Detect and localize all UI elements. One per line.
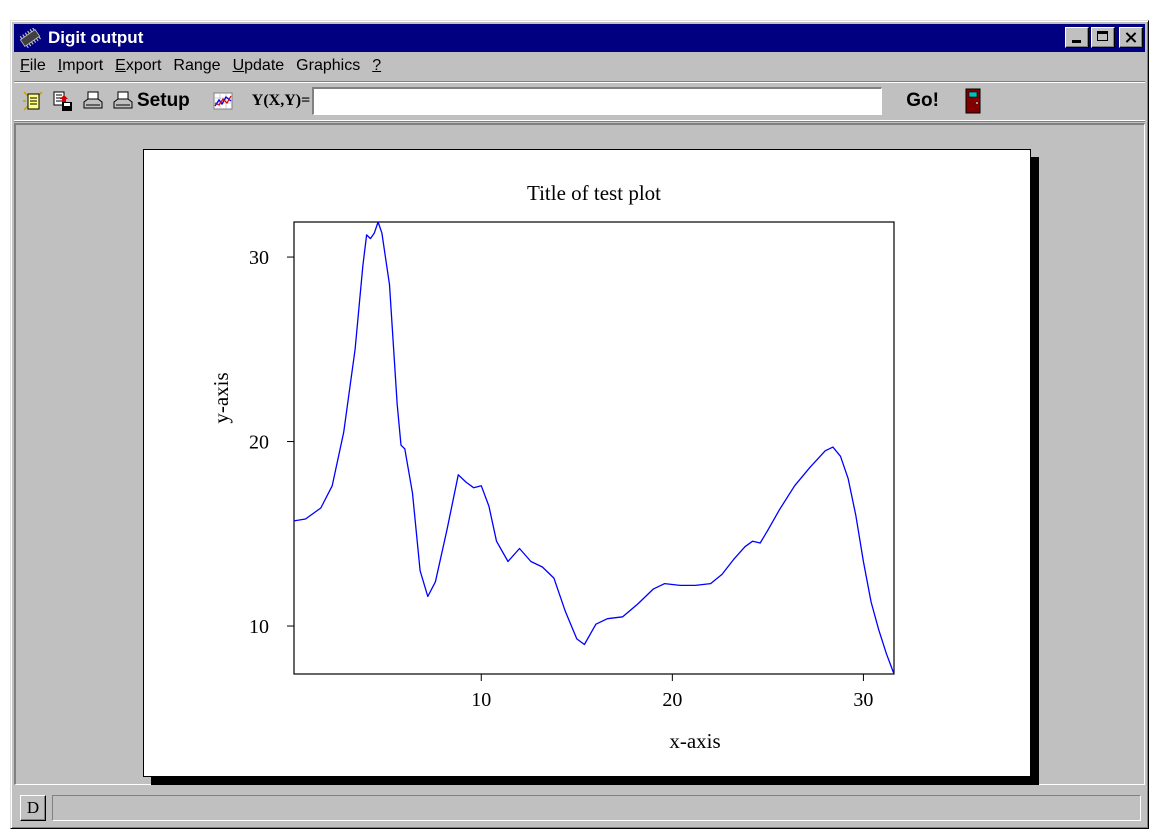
- go-button[interactable]: Go!: [906, 90, 939, 111]
- exit-door-icon[interactable]: [965, 88, 981, 114]
- window-title: Digit output: [48, 28, 144, 47]
- print-setup-icon[interactable]: [112, 90, 134, 112]
- y-tick-label: 20: [249, 432, 269, 454]
- chart-icon[interactable]: [212, 90, 234, 112]
- y-tick-label: 10: [249, 616, 269, 638]
- client-area: Title of test plot x-axis y-axis 10 20 30 10 20…: [14, 123, 1145, 785]
- series-line: [293, 221, 895, 675]
- new-document-icon[interactable]: [22, 90, 44, 112]
- menu-item-6[interactable]: ?: [372, 57, 382, 74]
- status-bar: D: [14, 789, 1145, 825]
- y-axis-label: y-axis: [209, 372, 233, 423]
- menu-item-3[interactable]: Range: [173, 57, 221, 74]
- menu-bar: File Import Export Range Update Graphics?: [14, 54, 1145, 78]
- app-chip-icon: [19, 28, 42, 48]
- minimize-button[interactable]: [1065, 27, 1089, 48]
- digit-output-window: Digit output File Import Export Range Update…: [10, 20, 1149, 829]
- menu-item-0[interactable]: File: [20, 57, 46, 74]
- window-controls: [1063, 27, 1143, 48]
- equation-label: Y(X,Y)=: [251, 92, 311, 109]
- setup-button[interactable]: Setup: [137, 90, 190, 111]
- line-chart: Title of test plot x-axis y-axis 10 20 30 10 20…: [209, 181, 895, 753]
- x-tick-label: 30: [853, 689, 873, 711]
- maximize-button[interactable]: [1091, 27, 1115, 48]
- close-button[interactable]: [1119, 27, 1143, 48]
- save-document-icon[interactable]: [52, 90, 74, 112]
- menu-item-1[interactable]: Import: [57, 57, 104, 74]
- menu-item-2[interactable]: Export: [115, 57, 162, 74]
- y-tick-label: 30: [249, 247, 269, 269]
- plot-page: Title of test plot x-axis y-axis 10 20 30 10 20…: [143, 149, 1031, 777]
- status-message: [52, 795, 1141, 821]
- title-bar[interactable]: Digit output: [14, 24, 1145, 52]
- mode-button[interactable]: D: [20, 795, 46, 821]
- x-tick-label: 20: [662, 689, 682, 711]
- print-icon[interactable]: [82, 90, 104, 112]
- x-tick-label: 10: [471, 689, 491, 711]
- menu-item-4[interactable]: Update: [232, 57, 285, 74]
- menu-item-5[interactable]: Graphics: [296, 57, 361, 74]
- x-axis-label: x-axis: [669, 729, 720, 753]
- equation-input[interactable]: [312, 87, 883, 115]
- toolbar: Setup Y(X,Y)= Go!: [14, 81, 1145, 121]
- chart-title: Title of test plot: [527, 181, 661, 205]
- plot-frame: [293, 221, 895, 675]
